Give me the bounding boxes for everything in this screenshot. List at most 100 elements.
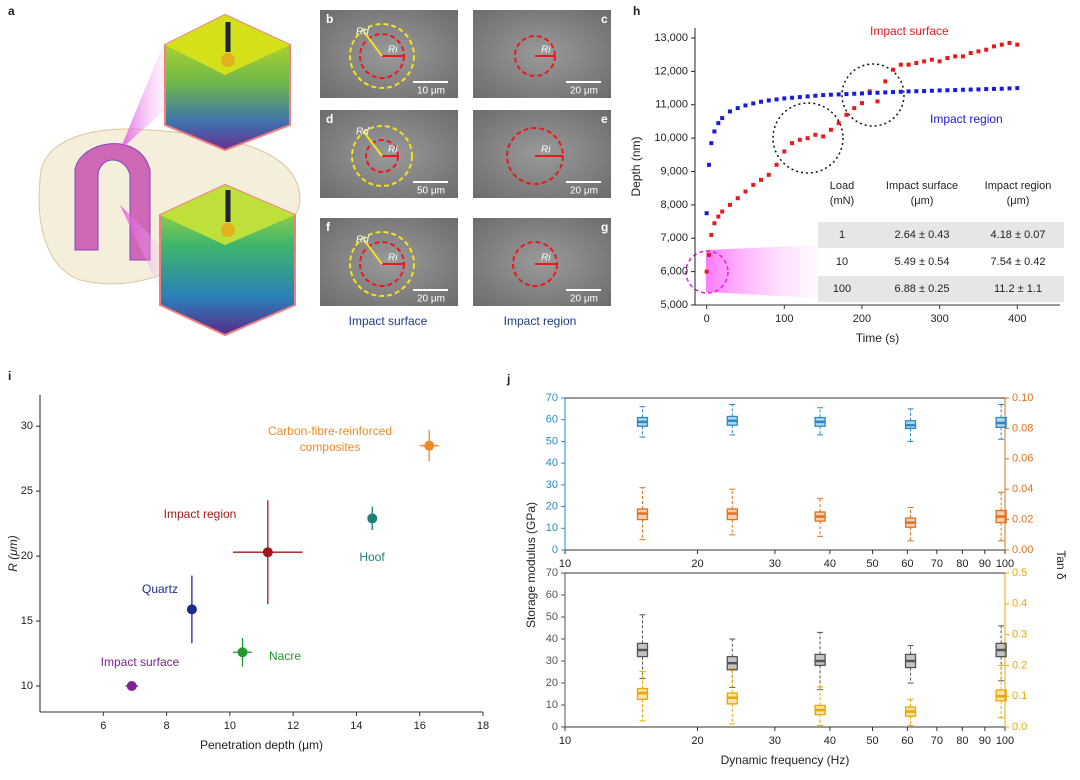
data-point [859,91,864,96]
data-point [720,209,725,214]
table-header: (μm) [911,195,934,207]
y-tick-label: 8,000 [660,199,688,211]
zoom-beam [120,40,165,150]
data-point [991,44,996,49]
point-label: Impact region [164,507,237,521]
highlight-circle [772,102,844,174]
y-axis-label: Storage modulus (GPa) [524,502,538,628]
radius-label: Rd [356,235,369,246]
data-point [759,177,764,182]
series-label: Impact surface [870,24,949,38]
data-point [836,121,841,126]
y-tick-label: 12,000 [654,65,688,77]
y-tick-label: 20 [21,550,33,562]
data-point [968,51,973,56]
data-point [836,92,841,97]
radius-label: Ri [541,145,551,156]
data-point [844,112,849,117]
table-cell: 100 [833,283,851,295]
radius-label: Ri [388,45,398,56]
data-point [984,47,989,52]
data-point [906,89,911,94]
radius-arrow [363,31,383,57]
table-row-bg [818,276,1064,302]
x-tick-label: 8 [164,720,170,732]
radius-label: Rd [356,27,369,38]
data-point [704,211,709,216]
table-header: Impact region [985,180,1052,192]
data-point [937,88,942,93]
x-tick-label: 100 [996,558,1014,570]
data-point [1015,42,1020,47]
radius-label: Ri [388,253,398,264]
table-cell: 5.49 ± 0.54 [895,256,950,268]
data-point [821,93,826,98]
y-tick-label: 70 [546,567,558,579]
radius-label: Ri [388,145,398,156]
data-point [797,137,802,142]
data-point [953,88,958,93]
data-point [782,96,787,101]
data-point [1015,86,1020,91]
y-tick-label: 7,000 [660,232,688,244]
y-tick-label: 15 [21,615,33,627]
y-tick-label: 20 [546,500,558,512]
panel-letter: d [326,112,333,126]
x-tick-label: 400 [1008,313,1026,325]
data-point [751,182,756,187]
data-point [999,86,1004,91]
highlight-circle [841,63,905,127]
data-point [813,132,818,137]
y2-tick-label: 0.5 [1012,567,1027,579]
table-header: (μm) [1007,195,1030,207]
data-point [891,90,896,95]
data-point [875,99,880,104]
panel-letter: f [326,220,331,234]
x-axis-label: Dynamic frequency (Hz) [721,753,850,767]
panel-letter: b [326,12,333,26]
data-point [759,99,764,104]
h-annotations [685,63,905,298]
data-point [821,134,826,139]
radius-arrow [363,131,383,157]
data-point [999,42,1004,47]
data-point [743,103,748,108]
y-tick-label: 10 [21,680,33,692]
x-tick-label: 200 [853,313,871,325]
data-point [424,440,435,451]
table-cell: 6.88 ± 0.25 [895,283,950,295]
x-tick-label: 20 [691,735,703,747]
y-tick-label: 60 [546,589,558,601]
x-tick-label: 40 [824,735,836,747]
plots: h0 100 200 300 4005,0006,0007,0008,0009,0001… [6,4,1068,767]
data-point [237,647,248,658]
y-tick-label: 6,000 [660,266,688,278]
micrograph [473,10,611,98]
zoom-beam [120,205,160,290]
data-point [953,54,958,59]
data-point [991,86,996,91]
panel-letter: i [8,369,11,383]
x-tick-label: 16 [414,720,426,732]
x-tick-label: 20 [691,558,703,570]
data-point [712,129,717,134]
shell-layer [74,143,151,261]
y-tick-label: 11,000 [655,99,688,111]
data-point [929,88,934,93]
y2-tick-label: 0.10 [1012,392,1033,404]
data-point [805,94,810,99]
micrograph [320,218,458,306]
x-tick-label: 0 [704,313,710,325]
data-point [735,106,740,111]
x-tick-label: 14 [350,720,362,732]
table-cell: 1 [839,229,845,241]
radius-label: Rd [356,127,369,138]
x-tick-label: 30 [769,558,781,570]
x-tick-label: 60 [901,558,913,570]
panel-letter: e [601,112,608,126]
table-header: Impact surface [886,180,958,192]
y2-tick-label: 0.08 [1012,422,1033,434]
data-point [813,93,818,98]
ball [221,53,235,67]
data-point [914,89,919,94]
